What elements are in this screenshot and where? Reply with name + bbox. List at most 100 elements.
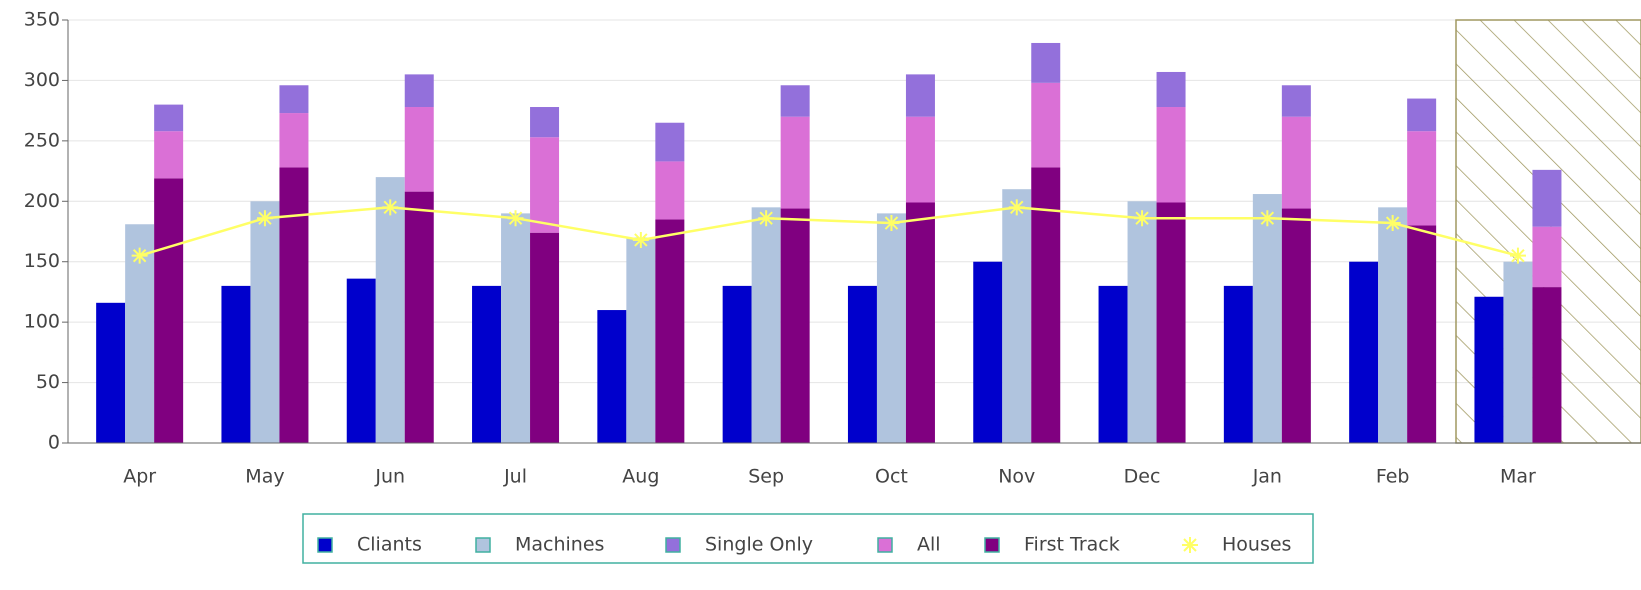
- point: [632, 231, 649, 248]
- bar: [1002, 189, 1032, 443]
- x-tick-label: Jan: [1252, 466, 1282, 488]
- bar-segment: [1031, 82, 1061, 168]
- bar: [1474, 296, 1504, 443]
- bar-segment: [1407, 131, 1437, 226]
- legend-label: First Track: [1024, 534, 1120, 556]
- bar: [1378, 207, 1408, 443]
- bar: [96, 302, 126, 443]
- bar-segment: [1407, 98, 1437, 132]
- point: [256, 210, 273, 227]
- bar: [973, 261, 1003, 443]
- y-tick-label: 100: [24, 311, 60, 333]
- bar-segment: [1281, 85, 1311, 117]
- bar-segment: [404, 107, 434, 192]
- bar-segment: [1532, 287, 1562, 443]
- point: [1134, 210, 1151, 227]
- y-tick-label: 50: [36, 371, 60, 393]
- bar-segment: [1407, 225, 1437, 443]
- bar-segment: [1532, 226, 1562, 288]
- bar-segment: [154, 131, 184, 179]
- bar-segment: [655, 122, 685, 162]
- x-tick-label: Feb: [1376, 466, 1410, 488]
- bar: [250, 201, 280, 443]
- point: [758, 210, 775, 227]
- x-tick-label: Sep: [748, 466, 784, 488]
- bar: [626, 237, 656, 443]
- legend-marker: [665, 537, 681, 553]
- point: [131, 247, 148, 264]
- bar-segment: [655, 219, 685, 443]
- bar-segment: [1281, 116, 1311, 209]
- bar: [221, 285, 251, 443]
- point: [1509, 247, 1526, 264]
- y-tick-label: 300: [24, 69, 60, 91]
- bar-segment: [404, 74, 434, 108]
- line: [139, 206, 1519, 257]
- legend-marker: [475, 537, 491, 553]
- bar-segment: [154, 104, 184, 132]
- x-tick-label: Jun: [374, 466, 405, 488]
- point: [1384, 215, 1401, 232]
- legend-marker: [877, 537, 893, 553]
- bar-segment: [530, 107, 560, 138]
- bar-segment: [780, 116, 810, 209]
- x-tick-label: Nov: [998, 466, 1035, 488]
- legend: [302, 513, 1314, 564]
- legend-marker: [317, 537, 333, 553]
- bar: [847, 285, 877, 443]
- bar: [346, 278, 376, 443]
- legend-label: All: [917, 534, 941, 556]
- bar: [1349, 261, 1379, 443]
- x-tick-label: May: [245, 466, 284, 488]
- bar-segment: [905, 116, 935, 203]
- bar-segment: [530, 137, 560, 233]
- bar-segment: [279, 85, 309, 114]
- bar-segment: [1031, 42, 1061, 83]
- point: [382, 199, 399, 216]
- y-tick-label: 250: [24, 129, 60, 151]
- bar: [751, 207, 781, 443]
- bar-segment: [404, 191, 434, 443]
- legend-label: Houses: [1222, 534, 1291, 556]
- bar: [375, 177, 405, 443]
- bar-segment: [1156, 107, 1186, 203]
- bar-segment: [905, 202, 935, 443]
- point: [883, 215, 900, 232]
- x-tick-label: Jul: [503, 466, 527, 488]
- y-tick-label: 350: [24, 9, 60, 31]
- point: [1259, 210, 1276, 227]
- legend-label: Cliants: [357, 534, 422, 556]
- bar: [1223, 285, 1253, 443]
- bar-segment: [1281, 208, 1311, 443]
- point: [507, 210, 524, 227]
- bar: [501, 213, 531, 443]
- bar: [1127, 201, 1157, 443]
- bar: [1252, 194, 1282, 443]
- y-tick-label: 200: [24, 190, 60, 212]
- x-tick-label: Dec: [1124, 466, 1161, 488]
- legend-label: Single Only: [705, 534, 813, 556]
- x-tick-label: Oct: [875, 466, 908, 488]
- bar: [876, 213, 906, 443]
- bar: [597, 310, 627, 443]
- bar-segment: [154, 178, 184, 443]
- legend-items: Cliants Machines Single Only All First Track…: [317, 534, 1291, 556]
- marks: Apr May Jun Jul Aug Sep Oct Nov Dec Jan Feb Mar: [96, 42, 1562, 488]
- bar-segment: [1156, 202, 1186, 443]
- bar-segment: [1156, 71, 1186, 108]
- bar-segment: [780, 208, 810, 443]
- bar-segment: [655, 161, 685, 220]
- point: [1008, 199, 1025, 216]
- bar: [722, 285, 752, 443]
- bar-segment: [1532, 169, 1562, 227]
- bar-segment: [905, 74, 935, 117]
- bar-segment: [1031, 167, 1061, 443]
- bar: [1098, 285, 1128, 443]
- x-tick-label: Apr: [123, 466, 156, 488]
- bar: [1503, 261, 1533, 443]
- bar-segment: [530, 232, 560, 443]
- bar: [472, 285, 502, 443]
- bar-segment: [780, 85, 810, 117]
- legend-marker: [984, 537, 1000, 553]
